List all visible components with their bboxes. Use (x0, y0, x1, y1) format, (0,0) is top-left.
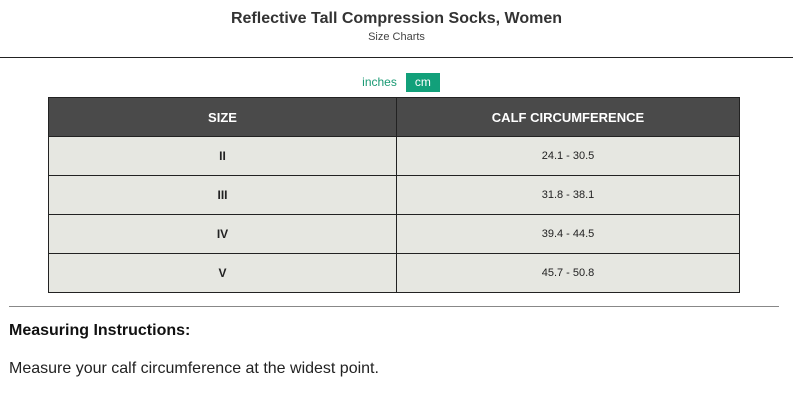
column-header-calf: CALF CIRCUMFERENCE (396, 97, 740, 137)
table-row: V 45.7 - 50.8 (48, 253, 740, 293)
calf-cell: 31.8 - 38.1 (396, 175, 740, 215)
unit-toggle: inches cm (0, 73, 793, 92)
size-cell: IV (48, 214, 397, 254)
inches-button[interactable]: inches (362, 75, 397, 89)
instructions-text: Measure your calf circumference at the w… (9, 360, 379, 377)
cm-button[interactable]: cm (405, 73, 440, 92)
table-header-row: SIZE CALF CIRCUMFERENCE (48, 97, 740, 137)
calf-cell: 39.4 - 44.5 (396, 214, 740, 254)
table-row: III 31.8 - 38.1 (48, 175, 740, 215)
divider (0, 57, 793, 58)
table-row: IV 39.4 - 44.5 (48, 214, 740, 254)
divider (9, 306, 779, 307)
column-header-size: SIZE (48, 97, 397, 137)
calf-cell: 24.1 - 30.5 (396, 136, 740, 176)
page-title: Reflective Tall Compression Socks, Women (230, 10, 563, 27)
page-subtitle: Size Charts (368, 31, 425, 43)
size-cell: III (48, 175, 397, 215)
size-cell: II (48, 136, 397, 176)
size-cell: V (48, 253, 397, 293)
instructions-heading: Measuring Instructions: (9, 322, 191, 339)
table-row: II 24.1 - 30.5 (48, 136, 740, 176)
size-chart-table: SIZE CALF CIRCUMFERENCE II 24.1 - 30.5 II… (48, 97, 740, 293)
calf-cell: 45.7 - 50.8 (396, 253, 740, 293)
